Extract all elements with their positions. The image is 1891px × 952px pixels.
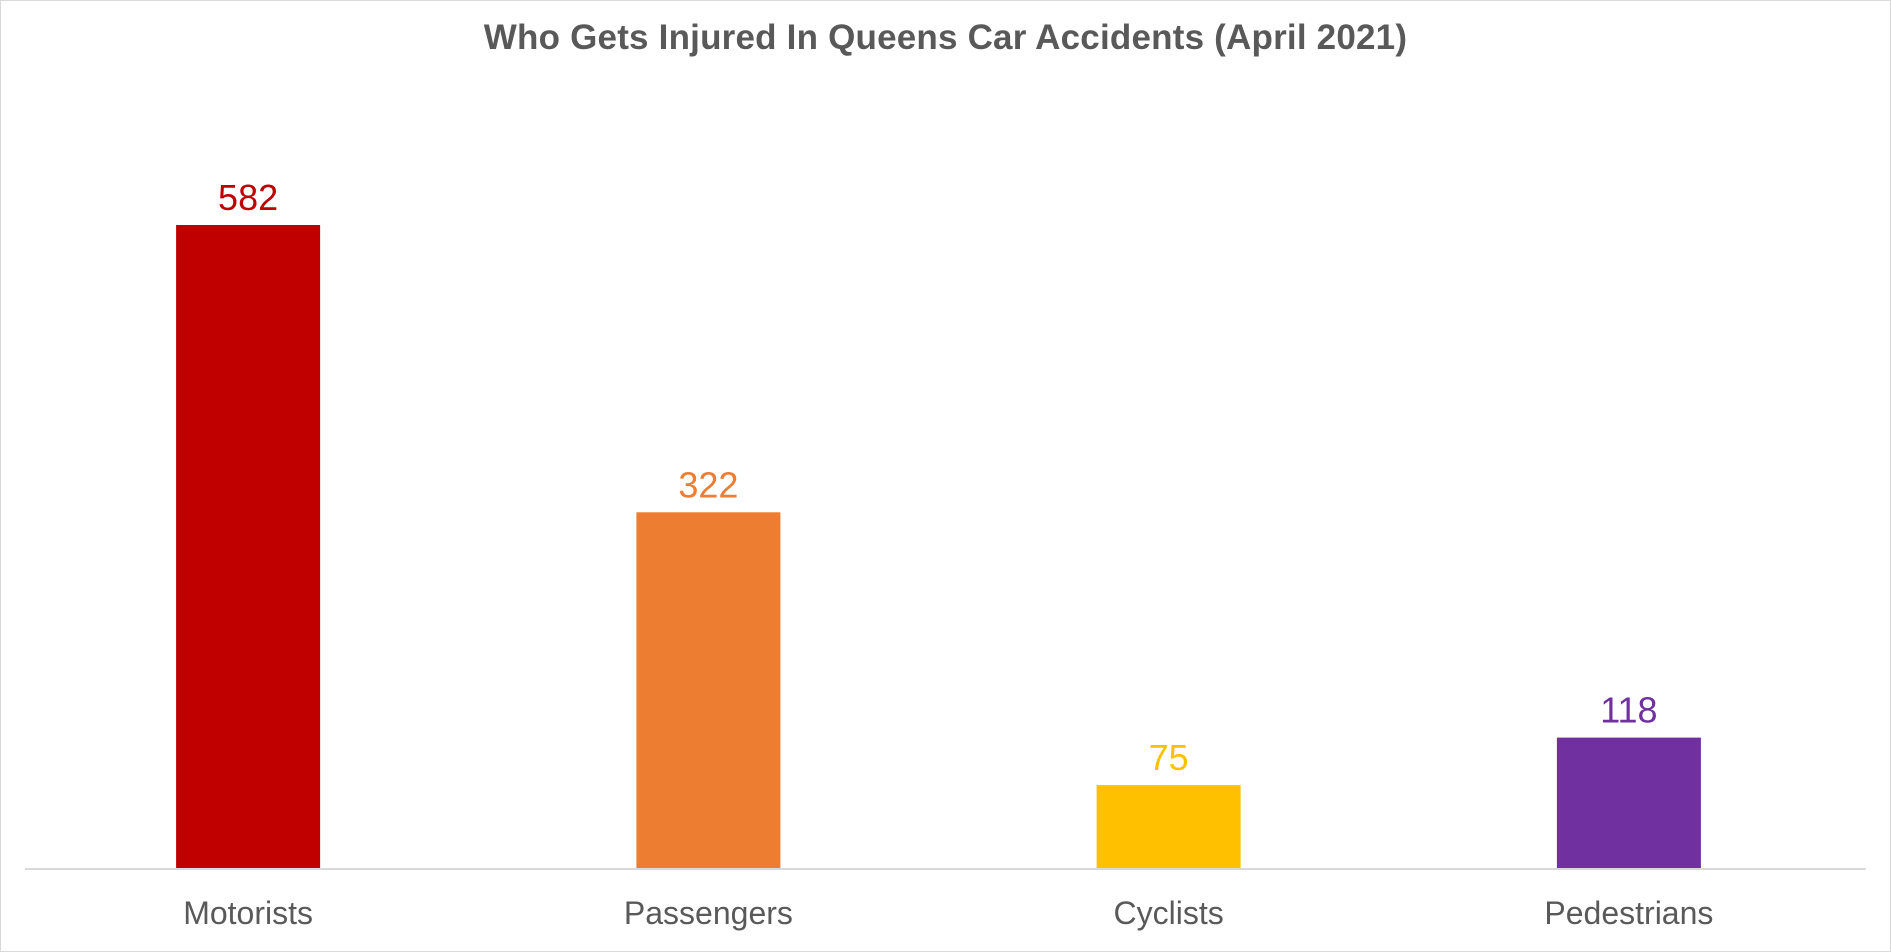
category-label-motorists: Motorists: [183, 895, 313, 931]
category-label-pedestrians: Pedestrians: [1544, 895, 1713, 931]
value-label-passengers: 322: [678, 464, 738, 505]
bar-motorists: [176, 225, 321, 868]
bar-pedestrians: [1556, 737, 1701, 868]
chart-title: Who Gets Injured In Queens Car Accidents…: [483, 18, 1408, 57]
value-label-cyclists: 75: [1149, 737, 1189, 778]
category-label-cyclists: Cyclists: [1113, 895, 1223, 931]
category-label-passengers: Passengers: [624, 895, 793, 931]
value-labels-group: 582 322 75 118: [218, 177, 1658, 778]
bar-cyclists: [1096, 785, 1241, 868]
bars-group: [176, 225, 1701, 868]
bar-passengers: [636, 512, 781, 868]
value-label-pedestrians: 118: [1600, 690, 1657, 731]
category-labels-group: Motorists Passengers Cyclists Pedestrians: [183, 895, 1713, 931]
value-label-motorists: 582: [218, 177, 278, 218]
